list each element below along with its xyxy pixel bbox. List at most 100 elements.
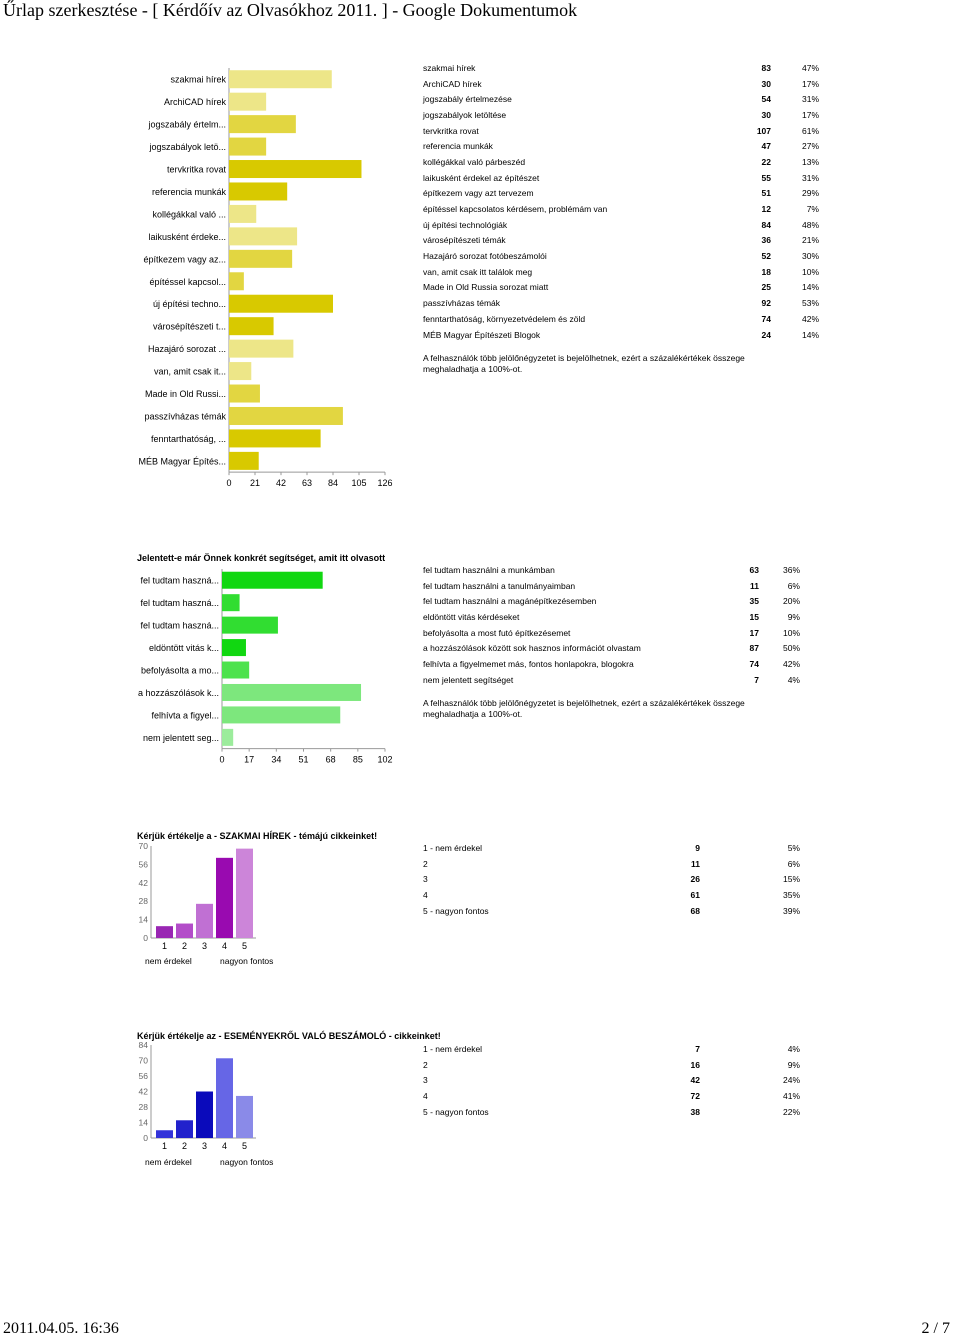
tick-label: 42 [139,1087,149,1097]
stats-pct: 5% [787,842,800,853]
stats-row: kollégákkal való párbeszéd 22 13% [423,154,819,170]
tick-label: 68 [326,755,336,765]
stats-pct: 15% [782,874,800,885]
bar [216,1058,233,1138]
tick-label: 0 [143,933,148,943]
tick-label: 0 [143,1133,148,1143]
stats-pct: 50% [782,643,800,654]
stats-label: 2 [423,858,428,869]
stats-pct: 27% [801,141,819,152]
stats-label: városépítészeti témák [423,235,506,246]
stats-row: építéssel kapcsolatos kérdésem, problémá… [423,201,819,217]
stats-pct: 7% [806,204,819,215]
tick-label: 70 [139,1056,149,1066]
multi-select-note: A felhasználók több jelölőnégyzetet is b… [423,698,745,719]
tick-label: 51 [298,755,308,765]
stats-row: referencia munkák 47 27% [423,138,819,154]
stats-label: 5 - nagyon fontos [423,905,489,916]
category-label: szakmai hírek [170,75,226,85]
category-label: MÉB Magyar Építés... [138,456,226,466]
category-label: ArchiCAD hírek [164,97,227,107]
stats-label: passzívházas témák [423,298,501,309]
stats-pct: 35% [782,889,800,900]
bar [229,272,244,291]
stats-count: 84 [761,219,771,230]
stats-label: fel tudtam használni a magánépítkezésemb… [423,596,597,607]
stats-pct: 42% [782,658,800,669]
bar [176,923,193,938]
stats-pct: 9% [787,1059,800,1070]
bar [222,571,323,589]
category-label: 2 [182,1141,187,1151]
stats-row: új építési technológiák 84 48% [423,217,819,233]
bar [229,362,252,381]
category-label: laikusként érdeke... [148,232,226,242]
stats-row: 3 26 15% [423,871,800,887]
stats-pct: 4% [787,1043,800,1054]
tick-label: 17 [244,755,254,765]
scale-low-label: nem érdekel [145,956,192,966]
stats-count: 92 [761,298,771,309]
bar [229,451,259,470]
tick-label: 28 [139,896,149,906]
category-label: befolyásolta a mo... [141,666,219,676]
bar [229,204,257,223]
stats-count: 26 [690,874,700,885]
stats-table-2: fel tudtam használni a munkámban 63 36% fel… [423,562,800,688]
stats-row: fel tudtam használni a munkámban 63 36% [423,562,800,578]
stats-pct: 29% [801,188,819,199]
stats-row: városépítészeti témák 36 21% [423,233,819,249]
stats-row: 1 - nem érdekel 9 5% [423,840,800,856]
stats-label: új építési technológiák [423,219,508,230]
page-title: Űrlap szerkesztése - [ Kérdőív az Olvasó… [3,0,578,20]
stats-count: 7 [695,1043,700,1054]
tick-label: 84 [328,478,338,488]
stats-row: ArchiCAD hírek 30 17% [423,76,819,92]
stats-pct: 48% [801,219,819,230]
stats-label: 4 [423,889,428,900]
stats-label: fel tudtam használni a tanulmányaimban [423,580,576,591]
scale-low-label: nem érdekel [145,1157,192,1167]
bar [229,384,260,403]
bar [216,857,233,938]
stats-count: 87 [749,643,759,654]
stats-count: 17 [749,627,759,638]
category-label: kollégákkal való ... [152,209,226,219]
category-label: 3 [202,941,207,951]
stats-count: 61 [690,889,700,900]
stats-count: 63 [749,564,759,575]
tick-label: 14 [139,915,149,925]
category-label: városépítészeti t... [153,322,226,332]
stats-pct: 6% [787,580,800,591]
stats-row: jogszabály értelmezése 54 31% [423,91,819,107]
stats-row: van, amit csak itt találok meg 18 10% [423,264,819,280]
stats-count: 11 [691,858,700,869]
stats-label: referencia munkák [423,141,493,152]
category-label: építéssel kapcsol... [149,277,226,287]
stats-count: 24 [761,329,771,340]
stats-count: 68 [690,905,700,916]
stats-count: 30 [761,109,771,120]
category-label: felhívta a figyel... [151,710,219,720]
stats-pct: 41% [782,1090,800,1101]
category-label: 4 [222,1141,227,1151]
bar [222,661,250,679]
stats-count: 42 [690,1075,700,1086]
question-title: Jelentett-e már Önnek konkrét segítséget… [137,553,386,563]
category-label: fel tudtam haszná... [140,576,219,586]
bar [222,594,240,612]
stats-row: felhívta a figyelmemet más, fontos honla… [423,656,800,672]
stats-label: 4 [423,1090,428,1101]
bar [229,137,267,156]
stats-count: 15 [749,611,759,622]
tick-label: 21 [250,478,260,488]
stats-label: ArchiCAD hírek [423,78,482,89]
bar [156,926,173,938]
bar [222,683,362,701]
stats-count: 74 [761,313,771,324]
stats-row: tervkritka rovat 107 61% [423,123,819,139]
stats-count: 18 [761,266,771,277]
tick-label: 42 [139,878,149,888]
bar [229,227,298,246]
bar [229,70,332,89]
